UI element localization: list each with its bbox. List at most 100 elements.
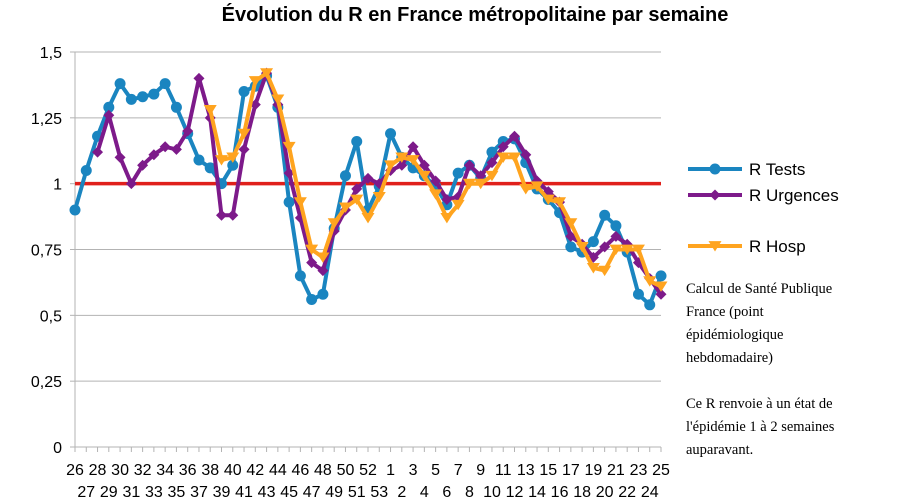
data-point <box>351 136 363 148</box>
note-line: Ce R renvoie à un état de <box>686 396 833 412</box>
data-point <box>114 151 126 163</box>
data-point <box>362 172 374 184</box>
x-tick-label: 43 <box>258 484 276 501</box>
data-point <box>407 141 419 153</box>
x-tick-label: 7 <box>454 462 463 479</box>
data-point <box>519 184 533 195</box>
data-point <box>586 263 600 274</box>
data-point <box>620 244 634 256</box>
legend-label: R Urgences <box>749 186 839 205</box>
x-tick-label: 5 <box>431 462 440 479</box>
data-point <box>452 167 464 179</box>
data-point <box>610 220 622 232</box>
x-tick-label: 15 <box>539 462 557 479</box>
data-point <box>709 163 721 175</box>
x-tick-label: 11 <box>495 462 512 479</box>
data-point <box>248 76 262 87</box>
x-tick-label: 17 <box>562 462 580 479</box>
data-point <box>114 78 126 90</box>
x-tick-label: 51 <box>348 484 366 501</box>
data-point <box>316 252 330 263</box>
data-point <box>238 86 250 97</box>
x-tick-label: 40 <box>224 462 242 479</box>
data-point <box>599 209 611 221</box>
note-line: épidémiologique <box>686 327 784 343</box>
data-point <box>226 152 240 163</box>
data-point <box>709 189 721 201</box>
x-tick-label: 36 <box>179 462 197 479</box>
data-point <box>293 197 307 208</box>
y-tick-label: 1 <box>53 177 62 194</box>
note-line: l'épidémie 1 à 2 semaines <box>686 419 835 435</box>
data-point <box>440 213 454 224</box>
x-tick-label: 23 <box>630 462 648 479</box>
data-point <box>170 143 182 155</box>
data-point <box>159 78 171 90</box>
data-point <box>92 146 104 158</box>
data-point <box>406 155 420 166</box>
note-line: hebdomadaire) <box>686 350 773 366</box>
data-point <box>306 294 318 306</box>
data-point <box>565 241 577 253</box>
data-point <box>463 159 475 171</box>
data-point <box>227 159 239 171</box>
x-tick-label: 27 <box>77 484 95 501</box>
x-tick-label: 52 <box>359 462 377 479</box>
x-tick-label: 26 <box>66 462 84 479</box>
data-point <box>441 193 453 205</box>
data-point <box>227 209 239 221</box>
x-tick-label: 49 <box>325 484 343 501</box>
data-point <box>564 218 578 229</box>
data-point <box>317 288 329 300</box>
x-tick-label: 16 <box>551 484 569 501</box>
data-point <box>575 241 589 253</box>
legend-label: R Hosp <box>749 237 806 256</box>
data-point <box>644 299 656 311</box>
x-tick-label: 46 <box>291 462 309 479</box>
x-tick-label: 21 <box>607 462 625 479</box>
data-point <box>632 288 644 300</box>
data-point <box>193 72 205 84</box>
data-point <box>103 109 115 121</box>
data-point <box>475 170 487 182</box>
data-point <box>384 160 398 171</box>
data-point <box>148 149 160 161</box>
series-line <box>73 73 663 307</box>
data-point <box>361 213 375 224</box>
data-point <box>609 244 623 256</box>
y-tick-label: 0,5 <box>40 308 62 325</box>
x-tick-label: 25 <box>652 462 670 479</box>
data-point <box>203 105 217 116</box>
data-point <box>553 197 567 208</box>
data-point <box>80 165 92 176</box>
y-tick-label: 1,25 <box>31 111 62 128</box>
data-point <box>159 141 171 153</box>
data-point <box>238 143 250 155</box>
data-point <box>462 178 476 190</box>
x-tick-label: 32 <box>134 462 152 479</box>
data-point <box>283 167 295 179</box>
x-tick-label: 33 <box>145 484 163 501</box>
y-tick-label: 1,5 <box>40 45 62 62</box>
data-point <box>429 189 443 200</box>
x-tick-label: 44 <box>269 462 287 479</box>
axes <box>70 51 662 452</box>
data-point <box>520 149 532 161</box>
data-point <box>137 159 149 171</box>
data-point <box>451 199 465 211</box>
data-point <box>69 204 81 216</box>
data-point <box>260 68 274 79</box>
x-tick-label: 45 <box>280 484 298 501</box>
y-tick-labels: 0 0,25 0,5 0,75 1 1,25 1,5 <box>31 45 62 457</box>
x-tick-label: 20 <box>596 484 614 501</box>
x-tick-label: 38 <box>201 462 219 479</box>
data-point <box>497 141 509 153</box>
y-tick-label: 0,25 <box>31 374 62 391</box>
data-point <box>509 130 520 142</box>
data-point <box>598 265 612 277</box>
data-point <box>486 146 498 158</box>
x-tick-label: 24 <box>641 484 659 501</box>
data-point <box>496 152 510 163</box>
x-tick-label: 22 <box>618 484 636 501</box>
x-tick-label: 3 <box>409 462 418 479</box>
